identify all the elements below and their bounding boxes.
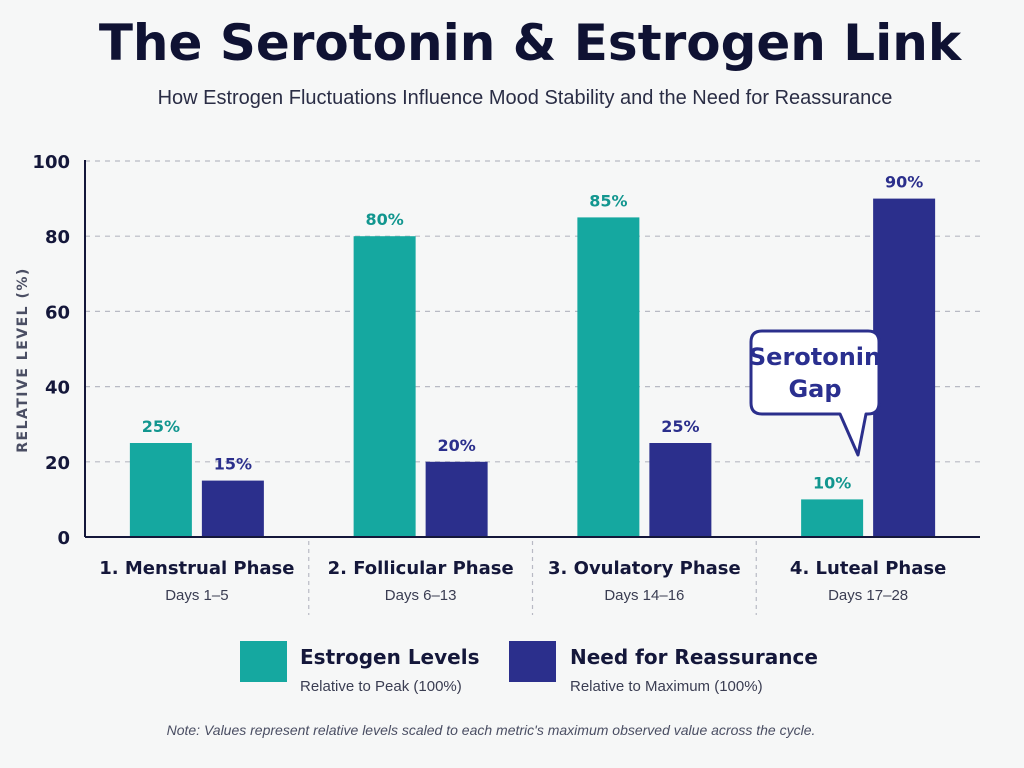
y-tick-label: 40	[45, 378, 70, 399]
chart-title: The Serotonin & Estrogen Link	[99, 14, 963, 72]
value-labels: 25% 15% 80% 20% 85% 25% 10% 90%	[142, 173, 924, 493]
value-label: 85%	[589, 191, 627, 210]
legend-sub-estrogen: Relative to Peak (100%)	[300, 678, 462, 695]
y-tick-labels: 0 20 40 60 80 100	[32, 152, 70, 549]
legend-title-reassurance: Need for Reassurance	[570, 645, 818, 669]
legend-title-estrogen: Estrogen Levels	[300, 645, 479, 669]
y-tick-label: 100	[32, 152, 70, 173]
bar-estrogen	[353, 236, 416, 537]
callout-line-1: Serotonin	[749, 343, 881, 371]
category-label: 1. Menstrual Phase	[99, 558, 294, 579]
legend-swatch-estrogen	[240, 641, 287, 682]
bar-estrogen	[577, 217, 640, 537]
y-axis-label: RELATIVE LEVEL (%)	[15, 267, 31, 453]
value-label: 10%	[813, 473, 851, 492]
bar-reassurance	[873, 198, 936, 537]
footnote: Note: Values represent relative levels s…	[167, 722, 816, 738]
value-label: 90%	[885, 173, 923, 192]
bar-estrogen	[129, 443, 192, 537]
category-label: 4. Luteal Phase	[790, 558, 946, 579]
bars	[129, 198, 936, 537]
serotonin-gap-callout: Serotonin Gap	[749, 329, 881, 457]
value-label: 25%	[661, 417, 699, 436]
value-label: 20%	[437, 436, 475, 455]
y-tick-label: 0	[57, 528, 70, 549]
legend-swatch-reassurance	[509, 641, 556, 682]
y-tick-label: 60	[45, 302, 70, 323]
category-days: Days 17–28	[828, 587, 908, 604]
value-label: 80%	[365, 210, 403, 229]
bar-reassurance	[201, 480, 264, 537]
legend: Estrogen Levels Relative to Peak (100%) …	[240, 641, 818, 695]
chart-subtitle: How Estrogen Fluctuations Influence Mood…	[158, 87, 893, 109]
bar-estrogen	[801, 499, 864, 537]
category-labels: 1. Menstrual Phase Days 1–5 2. Follicular …	[99, 558, 946, 604]
legend-sub-reassurance: Relative to Maximum (100%)	[570, 678, 763, 695]
value-label: 25%	[142, 417, 180, 436]
value-label: 15%	[214, 455, 252, 474]
callout-line-2: Gap	[788, 375, 841, 403]
category-label: 3. Ovulatory Phase	[548, 558, 741, 579]
category-days: Days 14–16	[604, 587, 684, 604]
y-tick-label: 20	[45, 453, 70, 474]
y-tick-label: 80	[45, 227, 70, 248]
category-days: Days 1–5	[165, 587, 228, 604]
callout-bubble	[749, 329, 881, 457]
category-days: Days 6–13	[385, 587, 457, 604]
category-label: 2. Follicular Phase	[328, 558, 514, 579]
bar-reassurance	[425, 461, 488, 537]
bar-reassurance	[649, 443, 712, 537]
